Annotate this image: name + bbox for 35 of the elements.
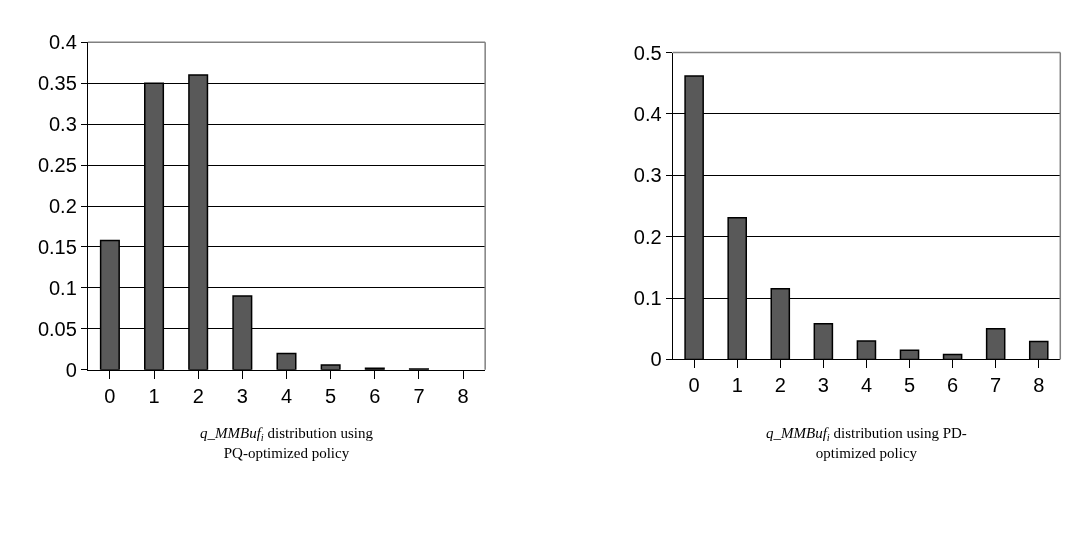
x-tick-label: 7 — [990, 374, 1002, 397]
x-tick-label: 3 — [236, 384, 248, 407]
y-tick-label: 0.2 — [49, 195, 77, 217]
x-tick-label: 6 — [947, 374, 959, 397]
y-tick-label: 0.1 — [633, 287, 662, 310]
x-tick-label: 5 — [325, 384, 337, 407]
x-tick-label: 4 — [280, 384, 293, 407]
y-tick-label: 0.5 — [633, 41, 662, 64]
y-tick-label: 0 — [650, 348, 662, 371]
y-tick-label: 0.1 — [49, 276, 77, 299]
x-tick-label: 0 — [688, 374, 700, 397]
x-tick-label: 5 — [903, 374, 916, 397]
y-tick-label: 0.05 — [37, 317, 77, 340]
x-tick-label: 0 — [104, 384, 116, 407]
text: q_MMBuf$_{i}$ distribution using PQ-optimized policy — [200, 425, 374, 461]
x-tick-label: 4 — [860, 374, 872, 397]
x-tick-label: 2 — [774, 374, 786, 397]
x-tick-label: 3 — [817, 374, 829, 397]
x-tick-label: 8 — [1033, 374, 1045, 397]
y-tick-label: 0 — [65, 358, 77, 381]
x-tick-label: 1 — [148, 384, 160, 407]
y-tick-label: 0.4 — [633, 102, 662, 125]
x-tick-label: 8 — [457, 384, 469, 407]
y-tick-label: 0.25 — [37, 154, 77, 177]
y-tick-label: 0.4 — [49, 31, 77, 54]
x-tick-label: 7 — [413, 384, 425, 407]
text: q_MMBuf$_{i}$ distribution using PD- optimized policy — [766, 425, 967, 461]
y-tick-label: 0.2 — [633, 225, 662, 248]
y-tick-label: 0.3 — [49, 113, 77, 136]
x-tick-label: 1 — [731, 374, 743, 397]
y-tick-label: 0.35 — [37, 72, 77, 95]
x-tick-label: 2 — [192, 384, 204, 407]
y-tick-label: 0.3 — [633, 164, 662, 187]
x-tick-label: 6 — [369, 384, 381, 407]
y-tick-label: 0.15 — [37, 235, 77, 258]
